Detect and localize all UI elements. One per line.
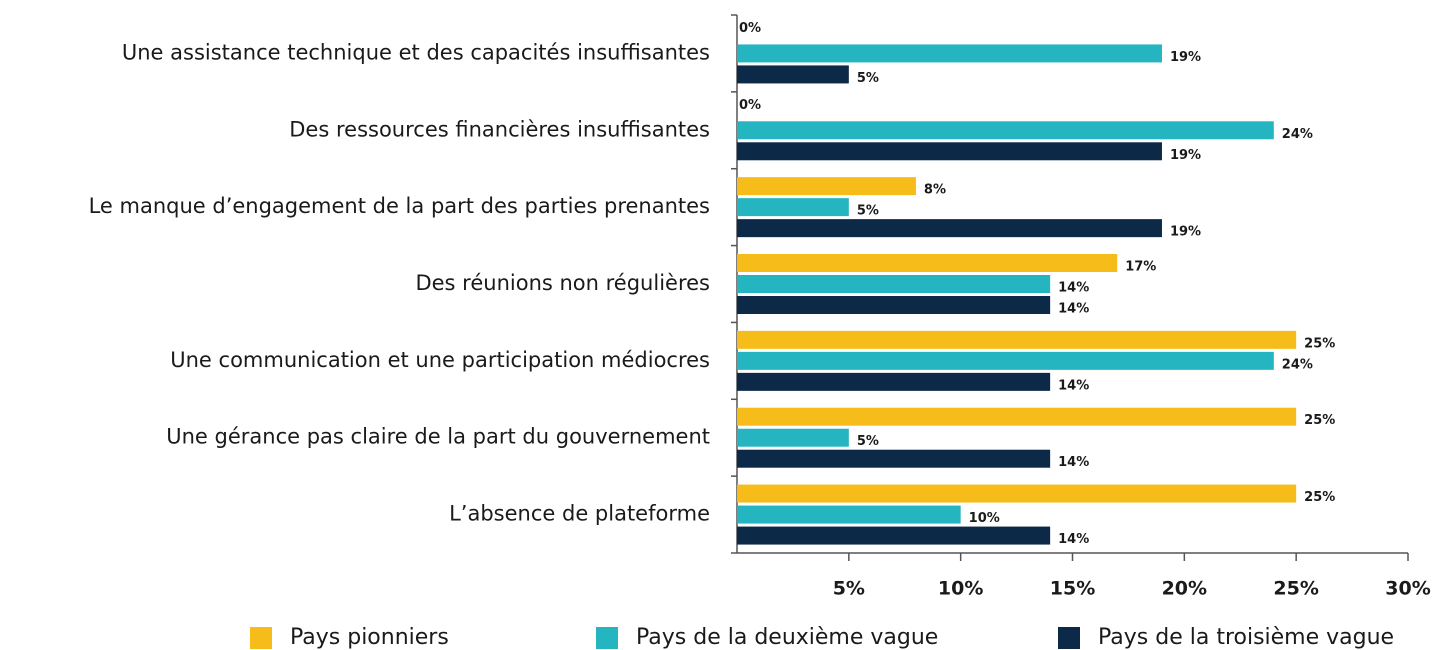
value-label: 19% xyxy=(1170,148,1201,163)
x-tick-label: 20% xyxy=(1162,578,1207,600)
value-label: 14% xyxy=(1058,378,1089,393)
category-label: Une communication et une participation m… xyxy=(170,348,710,372)
bar xyxy=(737,407,1297,426)
bar xyxy=(737,296,1051,314)
value-label: 14% xyxy=(1058,302,1089,317)
category-label: L’absence de plateforme xyxy=(449,502,710,526)
value-label: 25% xyxy=(1304,336,1335,351)
bar xyxy=(737,526,1051,545)
value-label: 10% xyxy=(969,511,1000,526)
value-label: 5% xyxy=(857,204,879,219)
category-label: Une gérance pas claire de la part du gou… xyxy=(166,425,710,449)
legend-label: Pays de la troisième vague xyxy=(1098,625,1394,650)
value-label: 19% xyxy=(1170,50,1201,65)
legend-swatch xyxy=(250,627,272,649)
legend-swatch xyxy=(1058,627,1080,649)
legend-label: Pays pionniers xyxy=(290,625,449,650)
bar xyxy=(737,449,1051,468)
value-label: 0% xyxy=(739,98,761,113)
bar xyxy=(737,177,916,196)
bar xyxy=(737,142,1162,161)
x-tick-label: 15% xyxy=(1050,578,1095,600)
bar xyxy=(737,505,961,524)
value-label: 19% xyxy=(1170,225,1201,240)
value-label: 14% xyxy=(1058,455,1089,470)
legend-swatch xyxy=(596,627,618,649)
bar xyxy=(737,44,1162,63)
bar xyxy=(737,275,1051,293)
value-label: 17% xyxy=(1125,260,1156,275)
value-label: 14% xyxy=(1058,532,1089,547)
value-label: 0% xyxy=(739,21,761,36)
bar xyxy=(737,65,849,84)
category-label: Des ressources financières insuffisantes xyxy=(289,117,710,141)
category-label: Le manque d’engagement de la part des pa… xyxy=(89,194,710,218)
value-label: 5% xyxy=(857,434,879,449)
value-label: 8% xyxy=(924,183,946,198)
category-label: Des réunions non régulières xyxy=(415,271,710,295)
bar xyxy=(737,428,849,447)
value-label: 25% xyxy=(1304,413,1335,428)
bar xyxy=(737,372,1051,391)
bar xyxy=(737,330,1297,349)
bar xyxy=(737,254,1118,272)
x-tick-label: 30% xyxy=(1385,578,1430,600)
x-tick-label: 5% xyxy=(833,578,865,600)
bar xyxy=(737,219,1162,238)
category-label: Une assistance technique et des capacité… xyxy=(122,40,710,64)
bar xyxy=(737,484,1297,503)
bar xyxy=(737,351,1274,370)
x-tick-label: 10% xyxy=(938,578,983,600)
bar xyxy=(737,198,849,217)
value-label: 25% xyxy=(1304,490,1335,505)
bar xyxy=(737,121,1274,140)
value-label: 5% xyxy=(857,71,879,86)
legend-label: Pays de la deuxième vague xyxy=(636,625,938,650)
x-tick-label: 25% xyxy=(1273,578,1318,600)
value-label: 14% xyxy=(1058,281,1089,296)
value-label: 24% xyxy=(1282,127,1313,142)
value-label: 24% xyxy=(1282,357,1313,372)
